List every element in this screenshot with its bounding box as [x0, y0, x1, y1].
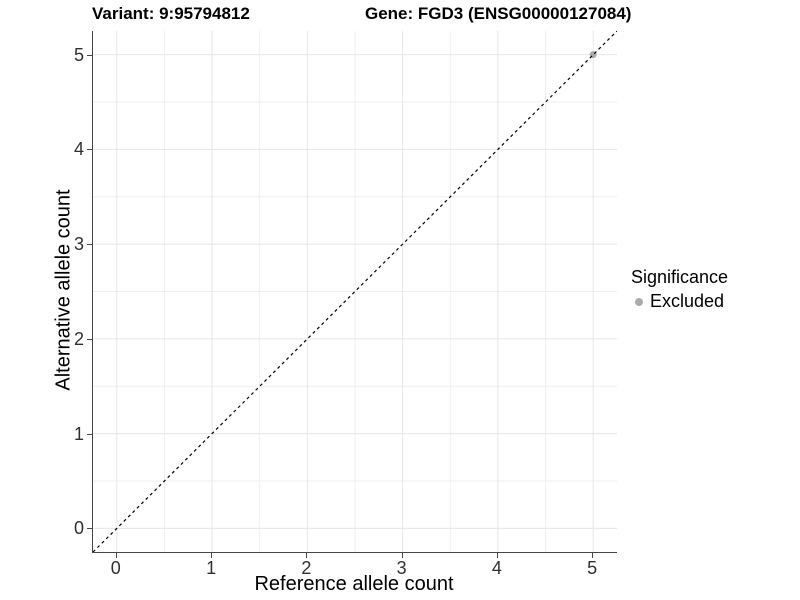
y-tick-label: 1 [73, 423, 84, 444]
excluded-point-icon [635, 297, 643, 306]
identity-line [93, 31, 617, 552]
x-axis-title: Reference allele count [254, 573, 454, 595]
x-tick-label: 3 [396, 558, 407, 578]
y-tick-mark [87, 338, 92, 340]
y-tick-label: 0 [73, 518, 84, 539]
legend-title: Significance [631, 267, 729, 287]
y-tick-mark [87, 244, 92, 246]
x-tick-label: 4 [491, 558, 502, 578]
x-tick-mark [401, 553, 403, 558]
chart-canvas [93, 31, 617, 552]
plot-title-gene: Gene: FGD3 (ENSG00000127084) [365, 4, 632, 23]
x-tick-mark [496, 553, 498, 558]
plot-panel [92, 31, 617, 553]
x-tick-mark [211, 553, 213, 558]
x-tick-label: 0 [110, 558, 121, 578]
x-tick-mark [592, 553, 594, 558]
y-tick-label: 5 [73, 44, 84, 65]
x-tick-label: 5 [587, 558, 598, 578]
plot-title-variant: Variant: 9:95794812 [92, 4, 250, 23]
legend-item-label: Excluded [650, 291, 725, 311]
y-tick-mark [87, 54, 92, 56]
x-tick-mark [115, 553, 117, 558]
legend-item-excluded: Excluded [631, 290, 728, 313]
y-tick-mark [87, 149, 92, 151]
y-tick-mark [87, 528, 92, 530]
x-tick-label: 2 [301, 558, 312, 578]
legend: Significance Excluded [631, 266, 728, 313]
y-axis-title: Alternative allele count [52, 189, 75, 391]
y-tick-label: 2 [73, 328, 84, 349]
y-tick-label: 3 [73, 234, 84, 255]
x-tick-label: 1 [206, 558, 217, 578]
y-tick-mark [87, 433, 92, 435]
x-tick-mark [306, 553, 308, 558]
y-tick-label: 4 [73, 139, 84, 160]
